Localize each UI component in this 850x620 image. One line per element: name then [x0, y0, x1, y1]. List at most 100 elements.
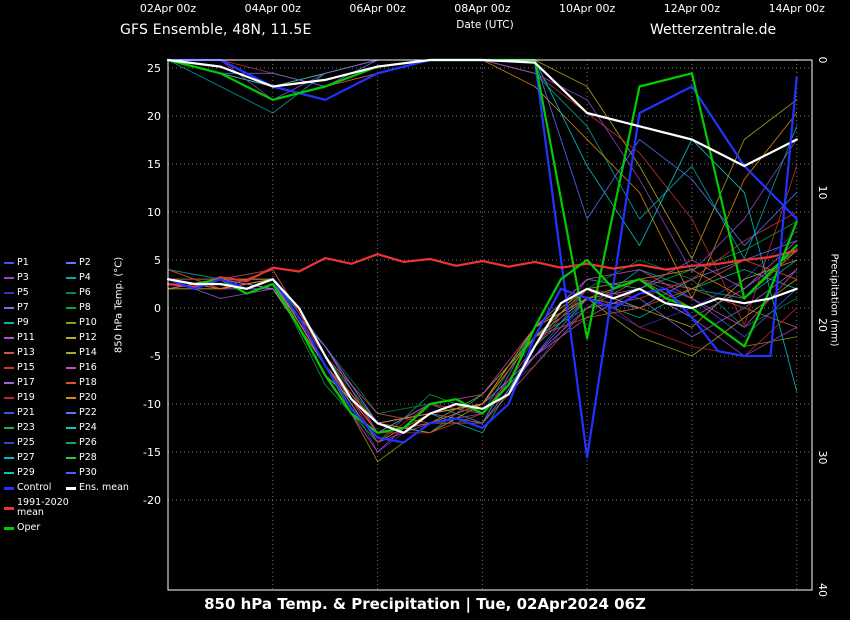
legend-item-p20: P20 — [66, 393, 132, 403]
legend-item-p26: P26 — [66, 438, 132, 448]
legend-label: P18 — [79, 377, 97, 388]
legend-item-p1: P1 — [4, 258, 66, 268]
legend-item-control: Control — [4, 483, 66, 493]
temp-main-1991-2020-mean — [166, 249, 798, 288]
legend-label: P19 — [17, 392, 35, 403]
legend-label: P4 — [79, 272, 91, 283]
legend-swatch — [4, 382, 14, 384]
legend-label: P1 — [17, 257, 29, 268]
legend-label: P9 — [17, 317, 29, 328]
brand-label: Wetterzentrale.de — [650, 22, 777, 38]
legend-item-p12: P12 — [66, 333, 132, 343]
legend-label: Oper — [17, 522, 41, 533]
temp-main-ens-mean — [166, 278, 798, 434]
legend-item-p10: P10 — [66, 318, 132, 328]
legend-label: 1991-2020 mean — [17, 497, 69, 518]
legend-swatch — [4, 262, 14, 264]
legend-item-p19: P19 — [4, 393, 66, 403]
legend-swatch — [66, 397, 76, 399]
legend-swatch — [66, 412, 76, 414]
legend-item-1991-2020-mean: 1991-2020 mean — [4, 498, 82, 518]
left-tick-label: 15 — [147, 158, 161, 171]
legend-item-p29: P29 — [4, 468, 66, 478]
legend-swatch — [4, 397, 14, 399]
x-axis-title: Date (UTC) — [456, 19, 514, 31]
legend-swatch — [66, 457, 76, 459]
left-tick-label: -15 — [143, 446, 161, 459]
legend-swatch — [66, 486, 76, 490]
legend-swatch — [4, 486, 14, 490]
legend: P1 P2 P3 P4 P5 P6 P7 P8 P9 P10 P11 P12 P13 P14 P15 P16 P… — [4, 258, 136, 533]
legend-swatch — [4, 292, 14, 294]
legend-label: P21 — [17, 407, 35, 418]
legend-swatch — [66, 277, 76, 279]
legend-swatch — [4, 322, 14, 324]
legend-swatch — [66, 292, 76, 294]
left-tick-label: 20 — [147, 110, 161, 123]
legend-label: Control — [17, 482, 52, 493]
page-title: GFS Ensemble, 48N, 11.5E — [120, 22, 312, 38]
left-tick-label: 0 — [154, 302, 161, 315]
legend-label: P23 — [17, 422, 35, 433]
legend-label: P24 — [79, 422, 97, 433]
legend-swatch — [4, 506, 14, 510]
legend-swatch — [66, 352, 76, 354]
legend-label: P30 — [79, 467, 97, 478]
legend-label: P10 — [79, 317, 97, 328]
legend-label: P15 — [17, 362, 35, 373]
legend-item-p15: P15 — [4, 363, 66, 373]
legend-item-p14: P14 — [66, 348, 132, 358]
legend-label: P6 — [79, 287, 91, 298]
legend-swatch — [66, 472, 76, 474]
legend-item-p18: P18 — [66, 378, 132, 388]
date-tick-label: 08Apr 00z — [454, 2, 511, 15]
left-tick-label: 5 — [154, 254, 161, 267]
legend-label: P28 — [79, 452, 97, 463]
legend-label: Ens. mean — [79, 482, 129, 493]
bottom-title: 850 hPa Temp. & Precipitation | Tue, 02A… — [204, 595, 646, 613]
legend-label: P7 — [17, 302, 29, 313]
legend-swatch — [66, 427, 76, 429]
legend-swatch — [4, 442, 14, 444]
legend-label: P20 — [79, 392, 97, 403]
legend-label: P2 — [79, 257, 91, 268]
left-tick-label: -10 — [143, 398, 161, 411]
legend-item-p7: P7 — [4, 303, 66, 313]
legend-label: P5 — [17, 287, 29, 298]
legend-label: P16 — [79, 362, 97, 373]
legend-label: P25 — [17, 437, 35, 448]
legend-swatch — [4, 526, 14, 530]
legend-item-oper: Oper — [4, 523, 66, 533]
legend-swatch — [4, 412, 14, 414]
temp-member-P18 — [167, 259, 798, 434]
legend-item-p30: P30 — [66, 468, 132, 478]
legend-label: P11 — [17, 332, 35, 343]
legend-item-p21: P21 — [4, 408, 66, 418]
legend-item-p13: P13 — [4, 348, 66, 358]
legend-label: P27 — [17, 452, 35, 463]
legend-swatch — [66, 322, 76, 324]
legend-item-p4: P4 — [66, 273, 132, 283]
right-tick-label: 20 — [816, 318, 829, 332]
legend-swatch — [4, 352, 14, 354]
legend-swatch — [66, 262, 76, 264]
plot-border — [167, 59, 813, 591]
temp-member-P11 — [167, 249, 798, 434]
legend-item-p8: P8 — [66, 303, 132, 313]
right-tick-label: 40 — [816, 583, 829, 597]
legend-swatch — [4, 337, 14, 339]
legend-item-p16: P16 — [66, 363, 132, 373]
right-tick-label: 0 — [816, 57, 829, 64]
legend-item-p28: P28 — [66, 453, 132, 463]
legend-item-p5: P5 — [4, 288, 66, 298]
precip-series-precip-member-cyan — [167, 59, 798, 392]
date-tick-label: 04Apr 00z — [245, 2, 302, 15]
date-tick-label: 02Apr 00z — [140, 2, 197, 15]
date-tick-label: 06Apr 00z — [349, 2, 406, 15]
right-tick-label: 30 — [816, 451, 829, 465]
temp-member-P12 — [167, 259, 798, 434]
legend-swatch — [4, 307, 14, 309]
legend-label: P22 — [79, 407, 97, 418]
